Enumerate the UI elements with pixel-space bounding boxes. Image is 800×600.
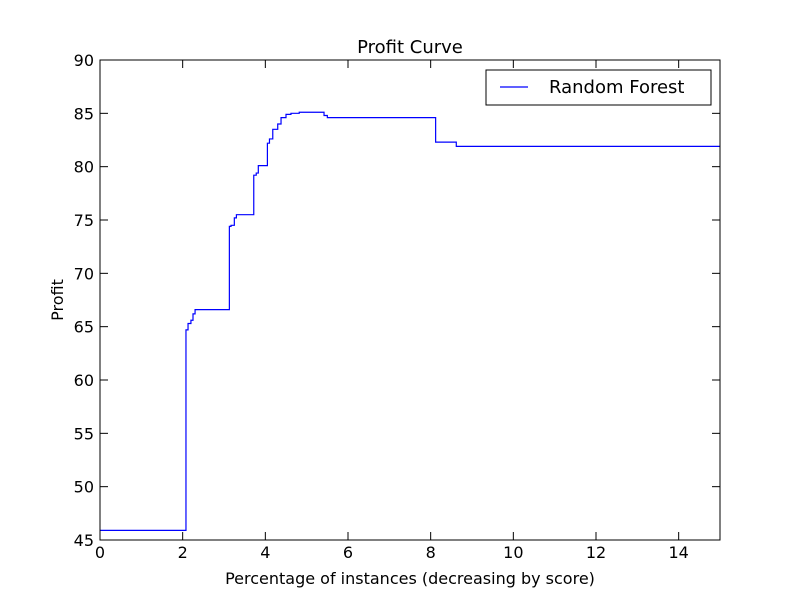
y-tick-label: 45 <box>74 531 94 550</box>
chart-title: Profit Curve <box>357 37 463 58</box>
x-tick-label: 6 <box>343 543 353 562</box>
x-tick-label: 2 <box>178 543 188 562</box>
y-tick-label: 80 <box>74 158 94 177</box>
x-tick-label: 14 <box>668 543 688 562</box>
x-axis-label: Percentage of instances (decreasing by s… <box>225 569 595 588</box>
plot-frame <box>99 59 721 541</box>
y-tick-label: 70 <box>74 264 94 283</box>
y-axis-label: Profit <box>48 279 67 321</box>
x-tick-label: 12 <box>586 543 606 562</box>
y-tick-label: 65 <box>74 318 94 337</box>
y-tick-label: 50 <box>74 478 94 497</box>
y-tick-label: 55 <box>74 424 94 443</box>
x-tick-label: 8 <box>426 543 436 562</box>
legend: Random Forest <box>485 69 712 106</box>
x-tick-label: 10 <box>503 543 523 562</box>
x-tick-label: 4 <box>260 543 270 562</box>
y-tick-label: 60 <box>74 371 94 390</box>
plot-area <box>100 111 720 531</box>
y-tick-label: 85 <box>74 104 94 123</box>
legend-label-random-forest: Random Forest <box>549 77 684 98</box>
series-line-random-forest <box>100 111 720 531</box>
y-tick-label: 90 <box>74 51 94 70</box>
y-tick-label: 75 <box>74 211 94 230</box>
x-tick-label: 0 <box>95 543 105 562</box>
axis-ticks: 0 2 4 6 8 10 12 14 45 50 55 60 65 70 75 80 85 90 <box>74 51 720 562</box>
